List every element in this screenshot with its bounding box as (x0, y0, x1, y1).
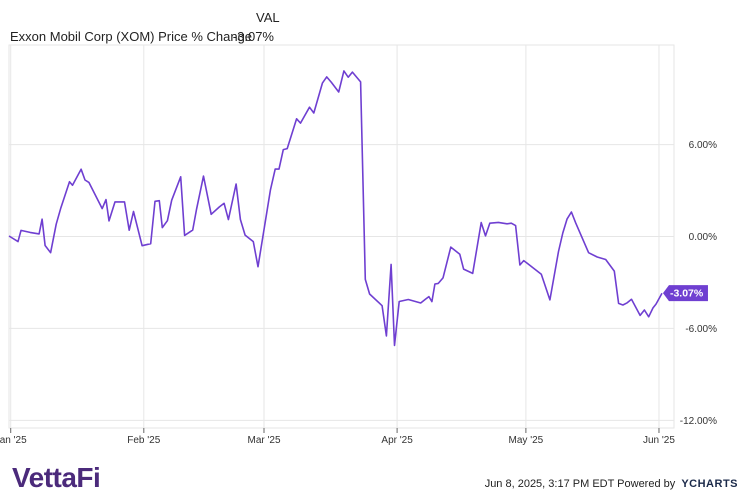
series-line (8, 70, 663, 347)
vettafi-logo: VettaFi (12, 462, 101, 493)
y-tick-label: -6.00% (685, 324, 717, 335)
x-tick-label: May '25 (509, 435, 544, 446)
last-value-text: -3.07% (670, 288, 704, 300)
x-tick-label: Mar '25 (247, 435, 280, 446)
y-tick-label: -12.00% (680, 416, 717, 427)
footer-timestamp: Jun 8, 2025, 3:17 PM EDT Powered by (484, 478, 676, 490)
legend-header: VAL (256, 10, 280, 25)
x-tick-label: Jan '25 (0, 435, 27, 446)
ycharts-brand: YCHARTS (681, 478, 738, 490)
footer-credit: Jun 8, 2025, 3:17 PM EDT Powered by YCHA… (485, 478, 738, 490)
x-tick-label: Feb '25 (127, 435, 160, 446)
y-tick-label: 0.00% (689, 232, 717, 243)
legend-series-name: Exxon Mobil Corp (XOM) Price % Change (10, 29, 253, 44)
last-value-label: -3.07% (662, 285, 708, 302)
x-tick-label: Jun '25 (643, 435, 675, 446)
last-value-flag (662, 285, 708, 302)
legend-series-value: -3.07% (232, 29, 274, 44)
y-axis-ticks: 6.00% 0.00% -6.00% -12.00% (680, 140, 717, 427)
x-tick-label: Apr '25 (381, 435, 413, 446)
x-axis-ticks: Jan '25 Feb '25 Mar '25 Apr '25 May '25 Jun '… (0, 428, 675, 446)
chart-grid (9, 45, 674, 428)
y-tick-label: 6.00% (689, 140, 717, 151)
